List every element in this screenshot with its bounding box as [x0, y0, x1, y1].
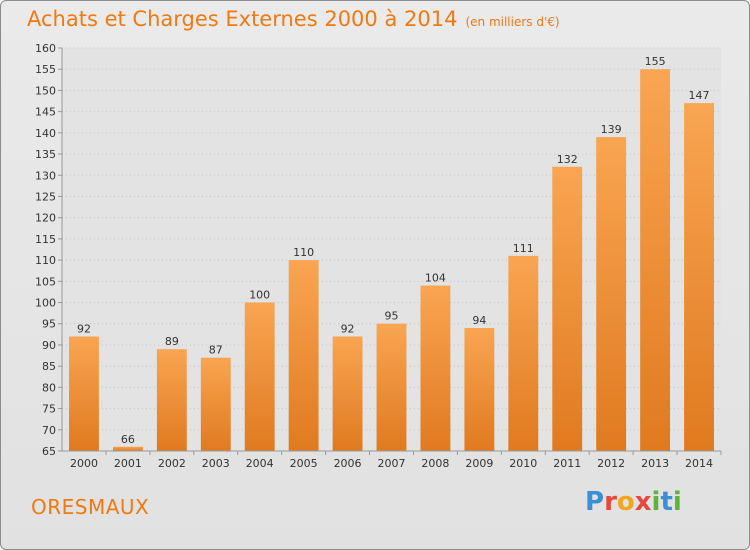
data-label-2009: 94	[472, 314, 486, 327]
y-tick-label: 120	[35, 212, 56, 225]
x-tick-label: 2008	[421, 457, 449, 470]
proxiti-logo: Proxiti	[585, 487, 682, 517]
y-tick-label: 140	[35, 127, 56, 140]
data-label-2003: 87	[209, 344, 223, 357]
bar-2004	[244, 302, 275, 451]
x-tick-label: 2006	[334, 457, 362, 470]
chart-title-text: Achats et Charges Externes 2000 à 2014	[27, 7, 458, 31]
y-tick-label: 135	[35, 148, 56, 161]
data-label-2004: 100	[249, 289, 270, 302]
data-labels: 92 66 89 87 100 110 92 95 104 94 111 132 139 155 147	[77, 55, 710, 446]
x-tick-label: 2002	[158, 457, 186, 470]
x-tick-label: 2004	[246, 457, 274, 470]
y-tick-label: 160	[35, 42, 56, 55]
y-tick-label: 70	[42, 424, 56, 437]
y-tick-label: 95	[42, 318, 56, 331]
y-tick-label: 90	[42, 339, 56, 352]
bar-2010	[508, 255, 539, 451]
x-tick-label: 2010	[509, 457, 537, 470]
x-tick-label: 2013	[641, 457, 669, 470]
y-tick-label: 150	[35, 84, 56, 97]
bar-2014	[684, 103, 714, 451]
bars	[69, 69, 714, 452]
chart-unit: (en milliers d'€)	[465, 15, 560, 29]
data-label-2008: 104	[425, 272, 446, 285]
bar-2012	[596, 137, 627, 451]
data-label-2006: 92	[341, 322, 355, 335]
data-label-2010: 111	[513, 242, 534, 255]
data-label-2002: 89	[165, 335, 179, 348]
bar-2009	[464, 327, 495, 451]
y-tick-label: 145	[35, 106, 56, 119]
y-tick-label: 80	[42, 381, 56, 394]
bar-2008	[420, 285, 451, 451]
y-tick-label: 85	[42, 360, 56, 373]
bar-2011	[552, 166, 583, 452]
x-tick-label: 2003	[202, 457, 230, 470]
data-label-2007: 95	[385, 310, 399, 323]
data-label-2012: 139	[601, 123, 622, 136]
bar-2003	[200, 357, 231, 451]
x-tick-label: 2005	[290, 457, 318, 470]
data-label-2000: 92	[77, 322, 91, 335]
x-tick-label: 2007	[378, 457, 406, 470]
y-tick-label: 125	[35, 190, 56, 203]
y-tick-label: 65	[42, 445, 56, 458]
x-tick-label: 2001	[114, 457, 142, 470]
data-label-2013: 155	[645, 55, 666, 68]
chart-title: Achats et Charges Externes 2000 à 2014 (e…	[27, 7, 560, 31]
y-axis: 65 70 75 80 85 90 95 100 105 110 115 120 125 130 135 14…	[35, 42, 62, 458]
bar-2000	[69, 336, 99, 451]
y-tick-label: 130	[35, 169, 56, 182]
data-label-2005: 110	[293, 246, 314, 259]
bar-2001	[112, 446, 143, 451]
bar-2005	[288, 260, 319, 451]
bar-2006	[332, 336, 363, 451]
bar-2002	[156, 349, 187, 451]
y-tick-label: 115	[35, 233, 56, 246]
bar-2013	[640, 69, 671, 452]
data-label-2011: 132	[557, 153, 578, 166]
x-axis: 2000 2001 2002 2003 2004 2005 2006 2007 2008 2009…	[70, 451, 722, 470]
y-tick-label: 100	[35, 297, 56, 310]
y-tick-label: 155	[35, 63, 56, 76]
x-tick-label: 2012	[597, 457, 625, 470]
x-tick-label: 2009	[465, 457, 493, 470]
data-label-2001: 66	[121, 433, 135, 446]
commune-name: ORESMAUX	[31, 495, 150, 519]
x-tick-label: 2011	[553, 457, 581, 470]
bar-2007	[376, 323, 407, 451]
x-tick-label: 2014	[685, 457, 713, 470]
y-tick-label: 105	[35, 275, 56, 288]
y-tick-label: 110	[35, 254, 56, 267]
y-tick-label: 75	[42, 403, 56, 416]
x-tick-label: 2000	[70, 457, 98, 470]
data-label-2014: 147	[689, 89, 710, 102]
